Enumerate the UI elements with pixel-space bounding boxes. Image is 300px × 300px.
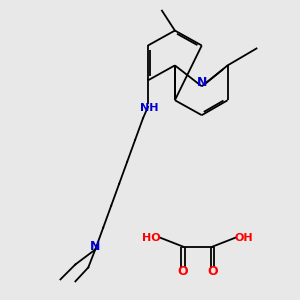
Text: O: O bbox=[178, 266, 188, 278]
Text: N: N bbox=[196, 76, 207, 89]
Text: O: O bbox=[207, 266, 218, 278]
Text: OH: OH bbox=[235, 232, 253, 243]
Text: N: N bbox=[90, 240, 101, 253]
Text: HO: HO bbox=[142, 232, 160, 243]
Text: NH: NH bbox=[140, 103, 159, 113]
